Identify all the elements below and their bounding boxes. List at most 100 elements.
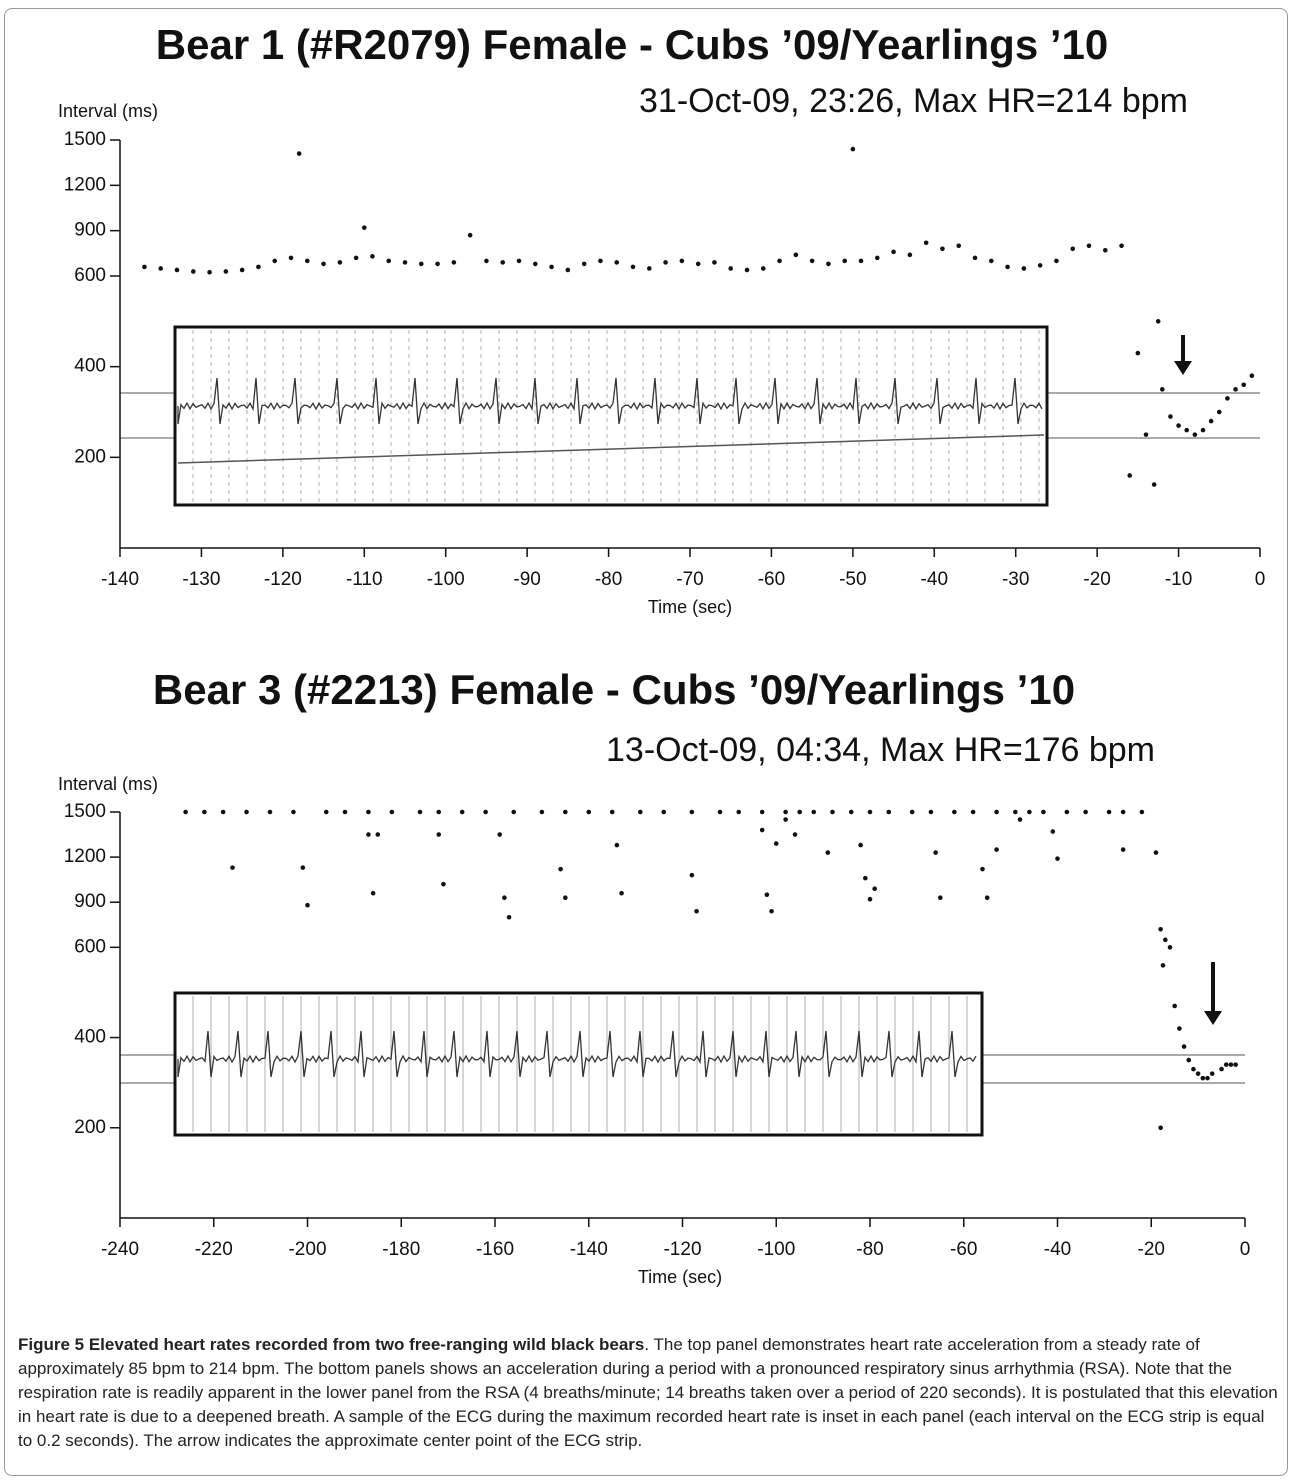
data-point bbox=[994, 847, 999, 852]
data-point bbox=[267, 809, 273, 815]
data-point bbox=[972, 255, 978, 261]
ecg-baseline bbox=[177, 434, 1045, 464]
data-point bbox=[872, 886, 877, 891]
data-point bbox=[353, 255, 359, 261]
data-point bbox=[549, 264, 554, 270]
data-point bbox=[1158, 926, 1163, 932]
x-tick-label: -140 bbox=[570, 1239, 608, 1260]
data-point bbox=[1013, 809, 1018, 815]
data-point bbox=[291, 809, 296, 815]
x-tick-label: -40 bbox=[1044, 1239, 1071, 1260]
data-point bbox=[1249, 373, 1255, 379]
chart: Bear 1 (#R2079) Female - Cubs ’09/Yearli… bbox=[58, 21, 1265, 1287]
data-point bbox=[321, 261, 326, 267]
data-point bbox=[202, 809, 207, 815]
caption: Figure 5 Elevated heart rates recorded f… bbox=[18, 1333, 1280, 1453]
data-point bbox=[980, 866, 985, 872]
data-point bbox=[842, 258, 848, 264]
arrow-head bbox=[1174, 361, 1192, 375]
x-tick-label: -100 bbox=[427, 569, 465, 590]
data-point bbox=[1200, 427, 1206, 433]
data-point bbox=[1181, 1044, 1187, 1049]
data-point bbox=[500, 260, 506, 265]
data-point bbox=[783, 817, 788, 822]
data-point bbox=[1041, 809, 1046, 815]
data-point bbox=[1017, 817, 1023, 822]
data-point bbox=[1102, 248, 1108, 253]
data-point bbox=[867, 809, 873, 815]
data-point bbox=[1139, 809, 1145, 815]
data-point bbox=[1127, 473, 1133, 478]
data-point bbox=[239, 267, 245, 273]
data-point bbox=[459, 809, 465, 815]
x-tick-label: -30 bbox=[1002, 569, 1029, 590]
data-point bbox=[759, 809, 765, 815]
data-point bbox=[1219, 1066, 1224, 1072]
y-tick-label: 400 bbox=[74, 356, 106, 377]
ecg-trace bbox=[177, 1030, 977, 1078]
data-point bbox=[797, 809, 802, 815]
data-point bbox=[1086, 243, 1092, 249]
y-tick-label: 200 bbox=[74, 1117, 106, 1138]
data-point bbox=[909, 809, 915, 815]
x-tick-label: -110 bbox=[346, 569, 383, 590]
data-point bbox=[1177, 1026, 1182, 1031]
data-point bbox=[826, 261, 831, 267]
data-point bbox=[1151, 482, 1157, 487]
data-point bbox=[994, 809, 999, 815]
data-point bbox=[511, 809, 517, 815]
ecg-inset bbox=[173, 325, 1049, 507]
data-point bbox=[1233, 1062, 1238, 1067]
y-tick-label: 200 bbox=[74, 446, 106, 467]
data-point bbox=[190, 269, 196, 274]
data-point bbox=[1172, 1003, 1177, 1009]
x-tick-label: -120 bbox=[663, 1239, 701, 1260]
data-point bbox=[1223, 1062, 1229, 1067]
figure-frame bbox=[4, 8, 1288, 1476]
x-tick-label: -60 bbox=[950, 1239, 977, 1260]
data-point bbox=[1158, 1125, 1163, 1131]
data-point bbox=[1054, 258, 1059, 264]
x-tick-label: -40 bbox=[921, 569, 948, 590]
data-point bbox=[1167, 945, 1173, 950]
data-point bbox=[661, 809, 667, 815]
y-tick-label: 1200 bbox=[64, 174, 106, 195]
data-point bbox=[244, 809, 249, 815]
data-point bbox=[1005, 264, 1010, 270]
data-point bbox=[1050, 829, 1056, 834]
data-point bbox=[940, 246, 945, 252]
data-point bbox=[532, 261, 538, 267]
data-point bbox=[1064, 809, 1070, 815]
x-tick-label: -70 bbox=[676, 569, 703, 590]
data-point bbox=[1205, 1075, 1210, 1081]
x-tick-label: -220 bbox=[195, 1239, 233, 1260]
data-point bbox=[867, 896, 873, 902]
data-point bbox=[1192, 432, 1198, 437]
data-point bbox=[728, 266, 734, 271]
chart-subtitle: 13-Oct-09, 04:34, Max HR=176 bpm bbox=[606, 731, 1155, 769]
data-point bbox=[386, 258, 392, 264]
data-point bbox=[1228, 1062, 1234, 1067]
data-point bbox=[1163, 937, 1168, 943]
data-point bbox=[402, 260, 408, 265]
data-point bbox=[558, 866, 563, 872]
x-tick-label: -130 bbox=[182, 569, 220, 590]
data-point bbox=[370, 890, 376, 896]
data-point bbox=[1027, 809, 1032, 815]
caption-text: . The top panel demonstrates heart rate … bbox=[18, 1335, 1278, 1450]
data-point bbox=[928, 809, 934, 815]
data-point bbox=[183, 809, 188, 815]
data-point bbox=[923, 240, 929, 246]
data-point bbox=[337, 260, 343, 265]
data-point bbox=[609, 809, 615, 815]
data-point bbox=[984, 895, 990, 901]
data-point bbox=[366, 809, 371, 815]
chart-subtitle: 31-Oct-09, 23:26, Max HR=214 bpm bbox=[639, 82, 1188, 120]
data-point bbox=[272, 258, 278, 264]
data-point bbox=[223, 269, 229, 274]
x-tick-label: -50 bbox=[839, 569, 866, 590]
data-point bbox=[1168, 414, 1173, 419]
data-point bbox=[811, 809, 817, 815]
data-point bbox=[638, 809, 643, 815]
data-point bbox=[793, 252, 799, 258]
